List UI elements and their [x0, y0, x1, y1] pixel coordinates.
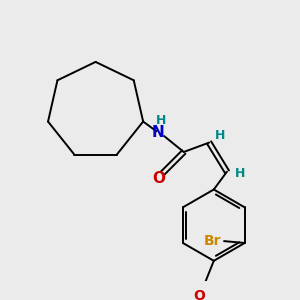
- Text: H: H: [235, 167, 245, 180]
- Text: Br: Br: [204, 234, 221, 248]
- Text: N: N: [151, 125, 164, 140]
- Text: H: H: [215, 129, 226, 142]
- Text: O: O: [152, 171, 165, 186]
- Text: H: H: [156, 114, 166, 127]
- Text: O: O: [193, 289, 205, 300]
